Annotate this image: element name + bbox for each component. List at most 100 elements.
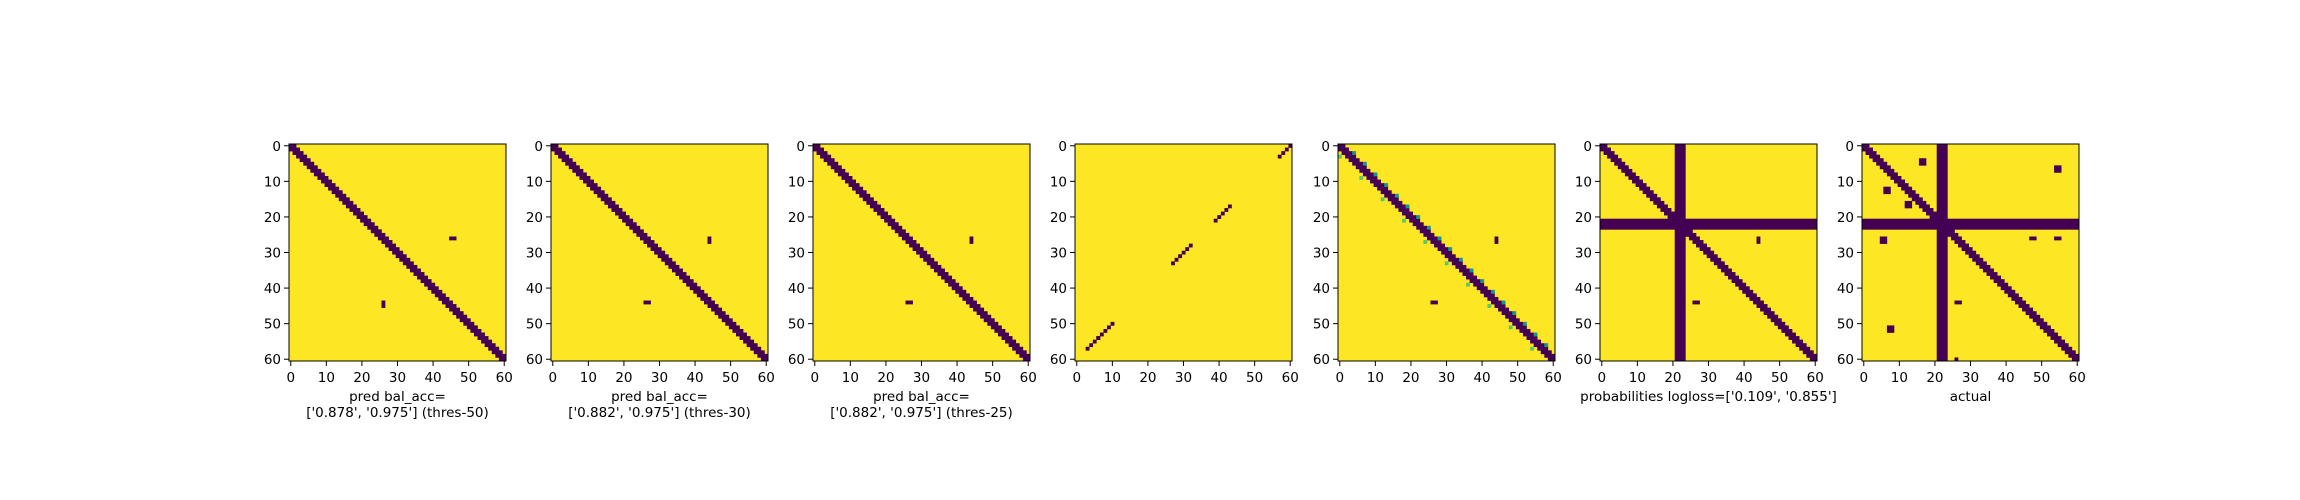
heatmap-panel-1: 0 10 20 30 40 50 60 0 10 20 30 40 50 60 pred bal_acc=[… [264, 139, 513, 421]
heatmap-diagonal-cell [1462, 272, 1467, 276]
heatmap-speckle-cell [1480, 279, 1485, 284]
heatmap-diagonal-cell [1412, 222, 1417, 227]
heatmap-diagonal-cell [1341, 144, 1346, 148]
heatmap-diagonal-cell [1512, 318, 1517, 323]
heatmap-diagonal-cell [313, 165, 318, 170]
heatmap-diagonal-cell [1777, 325, 1782, 330]
heatmap-diagonal-cell [618, 208, 623, 212]
heatmap-block-cell [1954, 357, 1959, 362]
heatmap-diagonal-cell [427, 279, 432, 284]
heatmap-diagonal-cell [604, 200, 609, 205]
heatmap-diagonal-cell [618, 215, 623, 220]
heatmap-diagonal-cell [1512, 314, 1517, 319]
heatmap-block-cell [1886, 328, 1891, 333]
heatmap-diagonal-cell [837, 165, 842, 170]
heatmap-diagonal-cell [1724, 268, 1729, 273]
heatmap-diagonal-cell [1341, 147, 1346, 152]
heatmap-diagonal-cell [388, 243, 393, 248]
heatmap-diagonal-cell [488, 339, 493, 344]
heatmap-speckle-cell [1512, 311, 1517, 316]
heatmap-diagonal-cell [292, 151, 297, 155]
heatmap-diagonal-cell [1795, 339, 1800, 344]
heatmap-diagonal-cell [951, 286, 956, 291]
heatmap-diagonal-cell [1635, 183, 1640, 187]
heatmap-antidiagonal-cell [1213, 218, 1218, 223]
heatmap-diagonal-cell [877, 211, 881, 216]
heatmap-diagonal-cell [1394, 200, 1399, 205]
heatmap-diagonal-cell [388, 247, 393, 252]
heatmap-diagonal-cell [2043, 321, 2048, 326]
heatmap-diagonal-cell [1986, 264, 1991, 269]
heatmap-diagonal-cell [402, 257, 407, 262]
heatmap-diagonal-cell [873, 204, 878, 209]
heatmap-diagonal-cell [1979, 257, 1984, 262]
heatmap-diagonal-cell [671, 264, 676, 269]
heatmap-diagonal-cell [994, 328, 999, 333]
heatmap-block-cell [969, 240, 974, 244]
heatmap-diagonal-cell [331, 186, 336, 191]
heatmap-diagonal-cell [1961, 243, 1966, 248]
heatmap-diagonal-cell [1749, 296, 1754, 301]
heatmap-diagonal-cell [1646, 186, 1651, 191]
heatmap-antidiagonal-cell [1185, 247, 1190, 252]
heatmap-diagonal-cell [2061, 343, 2066, 348]
heatmap-diagonal-cell [1688, 232, 1693, 237]
x-tick-label: 10 [1891, 370, 1908, 386]
x-tick-label: 60 [1545, 370, 1562, 386]
x-tick-label: 10 [1629, 370, 1646, 386]
heatmap-diagonal-cell [1426, 232, 1431, 237]
heatmap-diagonal-cell [753, 343, 758, 348]
heatmap-diagonal-cell [941, 275, 945, 280]
heatmap-diagonal-cell [845, 179, 849, 184]
heatmap-diagonal-cell [377, 229, 382, 234]
heatmap-diagonal-cell [983, 314, 988, 319]
x-tick-label: 40 [1210, 370, 1227, 386]
heatmap-diagonal-cell [1362, 165, 1367, 170]
heatmap-diagonal-cell [1901, 183, 1905, 187]
heatmap-block-cell [381, 300, 386, 305]
heatmap-antidiagonal-cell [1174, 257, 1179, 262]
heatmap-diagonal-cell [1437, 243, 1442, 248]
heatmap-diagonal-cell [1745, 293, 1750, 298]
heatmap-block-cell [2054, 165, 2058, 170]
heatmap-diagonal-cell [693, 282, 698, 287]
heatmap-diagonal-cell [1345, 151, 1349, 155]
heatmap-diagonal-cell [1703, 250, 1708, 255]
heatmap-diagonal-cell [1943, 225, 1948, 230]
heatmap-diagonal-cell [604, 193, 609, 198]
heatmap-diagonal-cell [2075, 353, 2080, 358]
heatmap-diagonal-cell [1947, 229, 1952, 234]
heatmap-diagonal-cell [862, 197, 867, 202]
heatmap-diagonal-cell [718, 311, 723, 316]
heatmap-diagonal-cell [1940, 222, 1945, 227]
heatmap-diagonal-cell [1387, 197, 1392, 202]
heatmap-diagonal-cell [764, 357, 769, 362]
heatmap-diagonal-cell [1338, 144, 1342, 148]
heatmap-diagonal-cell [374, 232, 379, 237]
heatmap-diagonal-cell [1788, 336, 1793, 340]
heatmap-diagonal-cell [1462, 268, 1467, 273]
heatmap-block-cell [1954, 300, 1959, 305]
x-tick-label: 10 [1367, 370, 1384, 386]
heatmap-block-cell [643, 300, 648, 305]
heatmap-speckle-cell [1490, 289, 1495, 294]
heatmap-diagonal-cell [923, 254, 928, 259]
x-tick-label: 30 [913, 370, 930, 386]
x-tick-label: 40 [1735, 370, 1752, 386]
heatmap-diagonal-cell [473, 332, 478, 337]
heatmap-diagonal-cell [1699, 247, 1704, 252]
heatmap-diagonal-cell [611, 208, 616, 212]
heatmap-diagonal-cell [551, 147, 555, 152]
heatmap-diagonal-cell [1710, 257, 1715, 262]
heatmap-diagonal-cell [2046, 325, 2051, 330]
heatmap-diagonal-cell [1918, 204, 1923, 209]
heatmap-diagonal-cell [622, 215, 627, 220]
x-tick-label: 30 [1700, 370, 1717, 386]
heatmap-diagonal-cell [1377, 183, 1381, 187]
y-tick-label: 60 [1837, 352, 1854, 368]
x-tick-label: 30 [389, 370, 406, 386]
heatmap-diagonal-cell [668, 257, 673, 262]
heatmap-diagonal-cell [1533, 343, 1538, 348]
heatmap-diagonal-cell [456, 311, 461, 316]
heatmap-diagonal-cell [381, 240, 386, 244]
